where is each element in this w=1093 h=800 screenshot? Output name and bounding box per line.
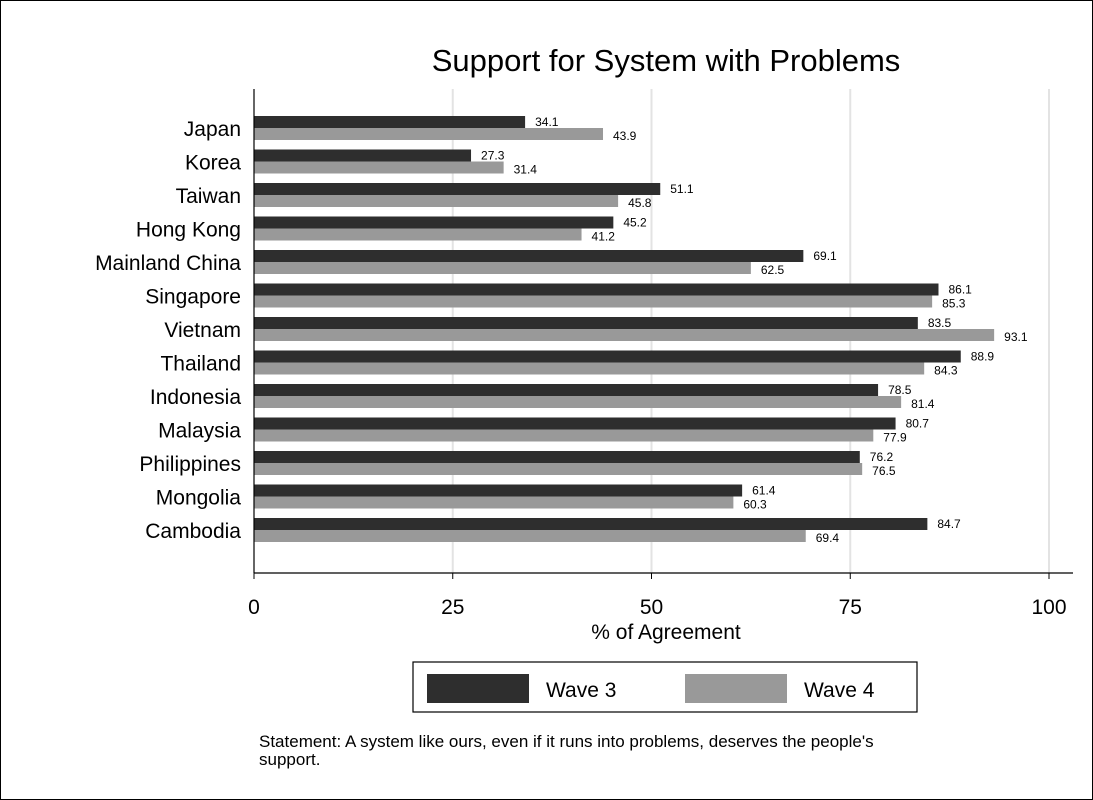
bar-mainland-china-wave-3 xyxy=(254,250,804,262)
legend-label-wave-4: Wave 4 xyxy=(804,679,875,702)
bar-malaysia-wave-4 xyxy=(254,429,874,442)
bar-thailand-wave-3 xyxy=(254,350,961,363)
data-label-mainland-china-wave-3: 69.1 xyxy=(813,249,837,263)
legend-label-wave-3: Wave 3 xyxy=(546,679,616,702)
bar-vietnam-wave-4 xyxy=(254,329,995,341)
bar-vietnam-wave-3 xyxy=(254,317,918,329)
bar-hong-kong-wave-4 xyxy=(254,228,582,241)
data-label-japan-wave-3: 34.1 xyxy=(535,115,559,129)
data-label-mongolia-wave-4: 60.3 xyxy=(743,498,767,512)
bar-philippines-wave-3 xyxy=(254,451,860,463)
category-labels: Japan Korea Taiwan Hong Kong Mainland China S… xyxy=(95,118,241,543)
axes xyxy=(253,89,1073,574)
bar-singapore-wave-3 xyxy=(254,283,939,296)
bar-indonesia-wave-3 xyxy=(254,384,879,396)
bar-indonesia-wave-4 xyxy=(254,396,902,408)
data-label-hong-kong-wave-4: 41.2 xyxy=(592,230,616,244)
data-label-malaysia-wave-3: 80.7 xyxy=(906,417,930,431)
bar-singapore-wave-4 xyxy=(254,295,933,308)
bar-cambodia-wave-4 xyxy=(254,530,806,542)
data-label-philippines-wave-4: 76.5 xyxy=(872,464,896,478)
category-label-vietnam: Vietnam xyxy=(164,319,241,342)
data-label-vietnam-wave-3: 83.5 xyxy=(928,316,952,330)
data-label-philippines-wave-3: 76.2 xyxy=(870,450,894,464)
bar-thailand-wave-4 xyxy=(254,362,925,375)
tick-label-50: 50 xyxy=(640,596,663,619)
bar-korea-wave-4 xyxy=(254,161,504,174)
data-label-mainland-china-wave-4: 62.5 xyxy=(761,263,785,277)
category-label-taiwan: Taiwan xyxy=(176,185,241,208)
data-label-cambodia-wave-4: 69.4 xyxy=(816,531,840,545)
bar-japan-wave-3 xyxy=(254,116,526,128)
x-tick-labels: 0 25 50 75 100 xyxy=(248,573,1067,619)
bar-hong-kong-wave-3 xyxy=(254,216,614,229)
bars xyxy=(254,116,995,542)
chart-title: Support for System with Problems xyxy=(432,43,901,78)
data-label-malaysia-wave-4: 77.9 xyxy=(883,431,907,445)
data-label-hong-kong-wave-3: 45.2 xyxy=(623,216,647,230)
data-label-taiwan-wave-3: 51.1 xyxy=(670,182,694,196)
category-label-thailand: Thailand xyxy=(160,353,241,376)
category-label-indonesia: Indonesia xyxy=(150,386,241,409)
category-label-japan: Japan xyxy=(184,118,241,141)
legend-swatch-wave-4 xyxy=(685,674,787,703)
x-axis-title: % of Agreement xyxy=(591,621,741,644)
data-labels: 34.1 43.9 27.3 31.4 51.1 45.8 45.2 41.2 69.1 62.5… xyxy=(481,115,1028,545)
legend: Wave 3 Wave 4 xyxy=(412,661,918,713)
category-label-malaysia: Malaysia xyxy=(158,420,241,443)
data-label-thailand-wave-4: 84.3 xyxy=(934,364,958,378)
bar-philippines-wave-4 xyxy=(254,463,863,475)
statement-note-line-1: Statement: A system like ours, even if i… xyxy=(259,732,874,751)
category-label-korea: Korea xyxy=(185,152,241,175)
bar-korea-wave-3 xyxy=(254,149,472,162)
category-label-mainland-china: Mainland China xyxy=(95,252,241,275)
tick-label-0: 0 xyxy=(248,596,260,619)
data-label-korea-wave-3: 27.3 xyxy=(481,149,505,163)
bar-taiwan-wave-4 xyxy=(254,195,619,207)
bar-mainland-china-wave-4 xyxy=(254,262,751,274)
bar-mongolia-wave-4 xyxy=(254,496,734,509)
tick-label-100: 100 xyxy=(1031,596,1066,619)
data-label-thailand-wave-3: 88.9 xyxy=(971,350,995,364)
legend-swatch-wave-3 xyxy=(427,674,529,703)
category-label-mongolia: Mongolia xyxy=(156,487,242,510)
data-label-indonesia-wave-3: 78.5 xyxy=(888,383,912,397)
data-label-singapore-wave-4: 85.3 xyxy=(942,297,966,311)
bar-taiwan-wave-3 xyxy=(254,183,661,195)
data-label-singapore-wave-3: 86.1 xyxy=(948,283,972,297)
data-label-korea-wave-4: 31.4 xyxy=(514,163,538,177)
data-label-japan-wave-4: 43.9 xyxy=(613,129,637,143)
category-label-hong-kong: Hong Kong xyxy=(136,219,241,242)
data-label-cambodia-wave-3: 84.7 xyxy=(937,517,961,531)
data-label-vietnam-wave-4: 93.1 xyxy=(1004,330,1028,344)
bar-mongolia-wave-3 xyxy=(254,484,743,497)
data-label-indonesia-wave-4: 81.4 xyxy=(911,397,935,411)
statement-note-line-2: support. xyxy=(259,750,320,769)
tick-label-75: 75 xyxy=(839,596,862,619)
category-label-singapore: Singapore xyxy=(145,286,241,309)
tick-label-25: 25 xyxy=(441,596,464,619)
data-label-taiwan-wave-4: 45.8 xyxy=(628,196,652,210)
bar-cambodia-wave-3 xyxy=(254,518,928,530)
category-label-philippines: Philippines xyxy=(139,453,241,476)
bar-malaysia-wave-3 xyxy=(254,417,896,430)
bar-japan-wave-4 xyxy=(254,128,604,140)
category-label-cambodia: Cambodia xyxy=(145,520,241,543)
data-label-mongolia-wave-3: 61.4 xyxy=(752,484,776,498)
